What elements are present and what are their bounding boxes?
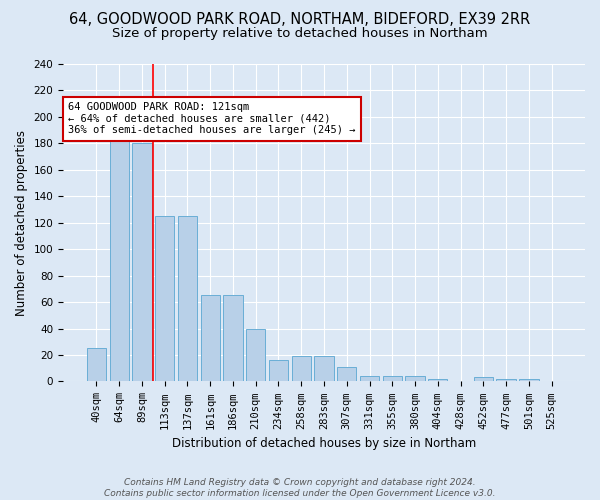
Bar [314, 356, 334, 382]
Bar [292, 356, 311, 382]
Text: Size of property relative to detached houses in Northam: Size of property relative to detached ho… [112, 28, 488, 40]
Bar [519, 379, 539, 382]
Text: 64 GOODWOOD PARK ROAD: 121sqm
← 64% of detached houses are smaller (442)
36% of : 64 GOODWOOD PARK ROAD: 121sqm ← 64% of d… [68, 102, 356, 136]
Bar [337, 367, 356, 382]
Bar [496, 379, 516, 382]
Bar [223, 296, 242, 382]
Bar [473, 378, 493, 382]
Y-axis label: Number of detached properties: Number of detached properties [15, 130, 28, 316]
Bar [200, 296, 220, 382]
Bar [132, 144, 152, 382]
Text: 64, GOODWOOD PARK ROAD, NORTHAM, BIDEFORD, EX39 2RR: 64, GOODWOOD PARK ROAD, NORTHAM, BIDEFOR… [70, 12, 530, 28]
Bar [155, 216, 175, 382]
Bar [246, 328, 265, 382]
Bar [178, 216, 197, 382]
X-axis label: Distribution of detached houses by size in Northam: Distribution of detached houses by size … [172, 437, 476, 450]
Bar [406, 376, 425, 382]
Bar [360, 376, 379, 382]
Bar [87, 348, 106, 382]
Bar [383, 376, 402, 382]
Bar [110, 125, 129, 382]
Bar [428, 379, 448, 382]
Bar [269, 360, 288, 382]
Text: Contains HM Land Registry data © Crown copyright and database right 2024.
Contai: Contains HM Land Registry data © Crown c… [104, 478, 496, 498]
